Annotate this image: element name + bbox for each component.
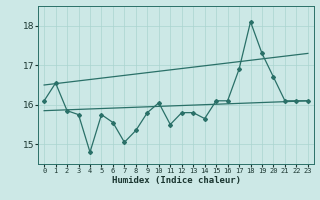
- X-axis label: Humidex (Indice chaleur): Humidex (Indice chaleur): [111, 176, 241, 185]
